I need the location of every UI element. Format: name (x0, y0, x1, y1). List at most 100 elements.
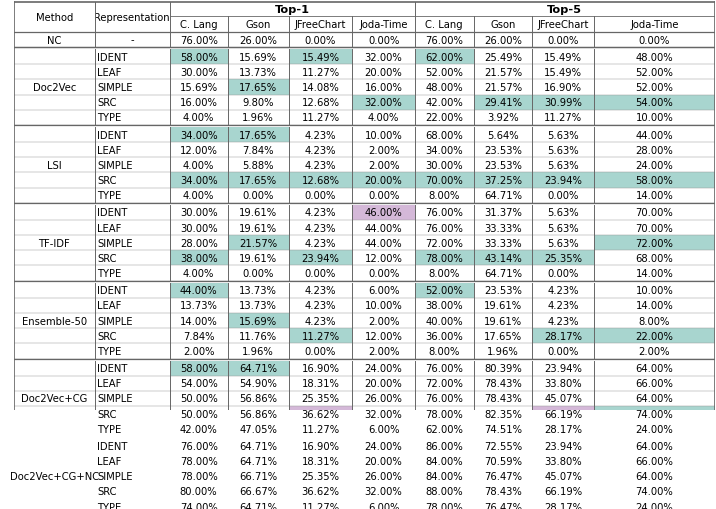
Text: 5.63%: 5.63% (548, 130, 579, 140)
Text: C. Lang: C. Lang (180, 20, 218, 30)
Text: 12.00%: 12.00% (364, 331, 402, 341)
Bar (289, 328, 352, 344)
Text: 5.63%: 5.63% (548, 160, 579, 171)
Text: 78.00%: 78.00% (425, 502, 463, 509)
Text: 72.00%: 72.00% (425, 379, 463, 388)
Bar (228, 484, 289, 499)
Text: IDENT: IDENT (97, 52, 127, 63)
Text: 36.00%: 36.00% (425, 331, 463, 341)
Text: TYPE: TYPE (97, 269, 122, 278)
Text: 70.00%: 70.00% (425, 176, 463, 186)
Text: 21.57%: 21.57% (484, 83, 522, 93)
Text: 42.00%: 42.00% (425, 98, 463, 108)
Text: SRC: SRC (97, 98, 117, 108)
Bar (473, 96, 533, 110)
Text: 34.00%: 34.00% (180, 130, 218, 140)
Text: SRC: SRC (97, 176, 117, 186)
Text: 8.00%: 8.00% (428, 346, 460, 356)
Text: 58.00%: 58.00% (180, 363, 218, 374)
Text: 28.00%: 28.00% (180, 238, 218, 248)
Text: 76.47%: 76.47% (484, 471, 522, 482)
Text: Method: Method (36, 13, 73, 23)
Text: 4.23%: 4.23% (548, 316, 579, 326)
Text: SIMPLE: SIMPLE (97, 316, 133, 326)
Text: 4.23%: 4.23% (305, 223, 337, 233)
Text: 10.00%: 10.00% (364, 301, 402, 311)
Text: 17.65%: 17.65% (239, 83, 277, 93)
Bar (533, 406, 594, 421)
Text: 38.00%: 38.00% (425, 301, 463, 311)
Text: 34.00%: 34.00% (425, 146, 463, 155)
Bar (170, 128, 228, 143)
Text: 4.00%: 4.00% (183, 269, 214, 278)
Text: 17.65%: 17.65% (239, 176, 277, 186)
Text: 62.00%: 62.00% (425, 424, 463, 434)
Text: 26.00%: 26.00% (239, 36, 277, 45)
Text: 11.27%: 11.27% (301, 502, 339, 509)
Text: 10.00%: 10.00% (636, 113, 673, 123)
Text: 48.00%: 48.00% (425, 83, 463, 93)
Bar (289, 484, 352, 499)
Text: 14.00%: 14.00% (636, 191, 673, 201)
Text: IDENT: IDENT (97, 130, 127, 140)
Text: 40.00%: 40.00% (425, 316, 463, 326)
Text: 18.31%: 18.31% (301, 379, 339, 388)
Text: C. Lang: C. Lang (425, 20, 463, 30)
Text: 88.00%: 88.00% (425, 487, 463, 496)
Text: 2.00%: 2.00% (368, 316, 400, 326)
Text: 17.65%: 17.65% (239, 130, 277, 140)
Text: SRC: SRC (97, 331, 117, 341)
Bar (415, 173, 473, 188)
Text: 1.96%: 1.96% (487, 346, 519, 356)
Bar (352, 206, 415, 220)
Text: 26.00%: 26.00% (364, 471, 402, 482)
Text: 23.53%: 23.53% (484, 286, 522, 296)
Text: 34.00%: 34.00% (180, 176, 218, 186)
Text: 58.00%: 58.00% (636, 176, 673, 186)
Text: 28.17%: 28.17% (544, 502, 582, 509)
Text: Top-5: Top-5 (547, 5, 582, 15)
Text: 4.23%: 4.23% (305, 316, 337, 326)
Text: 24.00%: 24.00% (636, 424, 673, 434)
Text: SIMPLE: SIMPLE (97, 471, 133, 482)
Text: 64.71%: 64.71% (239, 456, 277, 466)
Text: 86.00%: 86.00% (425, 441, 463, 451)
Text: 19.61%: 19.61% (239, 208, 277, 218)
Text: 16.00%: 16.00% (364, 83, 402, 93)
Text: SRC: SRC (97, 253, 117, 263)
Text: 52.00%: 52.00% (425, 68, 463, 78)
Text: 24.00%: 24.00% (636, 160, 673, 171)
Text: 76.00%: 76.00% (425, 363, 463, 374)
Text: 18.31%: 18.31% (301, 456, 339, 466)
Text: 15.49%: 15.49% (544, 52, 582, 63)
Bar (533, 328, 594, 344)
Text: 76.00%: 76.00% (180, 36, 218, 45)
Text: 0.00%: 0.00% (305, 36, 337, 45)
Text: 12.00%: 12.00% (180, 146, 218, 155)
Text: 78.00%: 78.00% (425, 253, 463, 263)
Text: 11.27%: 11.27% (301, 331, 339, 341)
Text: 24.00%: 24.00% (636, 502, 673, 509)
Text: 22.00%: 22.00% (425, 113, 463, 123)
Text: 44.00%: 44.00% (636, 130, 673, 140)
Text: 5.88%: 5.88% (243, 160, 274, 171)
Bar (170, 251, 228, 266)
Text: 13.73%: 13.73% (180, 301, 218, 311)
Bar (228, 361, 289, 376)
Text: 0.00%: 0.00% (548, 346, 579, 356)
Text: 8.00%: 8.00% (639, 316, 670, 326)
Bar (228, 314, 289, 328)
Text: LEAF: LEAF (97, 68, 122, 78)
Text: 64.71%: 64.71% (239, 441, 277, 451)
Bar (533, 484, 594, 499)
Text: 62.00%: 62.00% (425, 52, 463, 63)
Text: 64.00%: 64.00% (636, 363, 673, 374)
Text: 0.00%: 0.00% (305, 191, 337, 201)
Text: 33.80%: 33.80% (544, 456, 582, 466)
Text: 0.00%: 0.00% (305, 269, 337, 278)
Text: 8.00%: 8.00% (428, 191, 460, 201)
Text: 0.00%: 0.00% (639, 36, 670, 45)
Bar (228, 128, 289, 143)
Text: 80.39%: 80.39% (484, 363, 522, 374)
Text: 25.49%: 25.49% (484, 52, 522, 63)
